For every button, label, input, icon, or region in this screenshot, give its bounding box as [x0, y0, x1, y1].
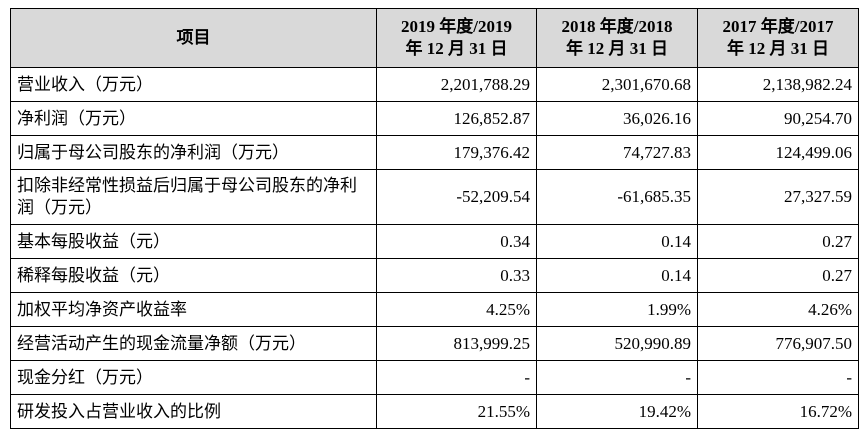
table-row: 研发投入占营业收入的比例 21.55% 19.42% 16.72% — [10, 394, 859, 429]
table-row: 净利润（万元） 126,852.87 36,026.16 90,254.70 — [10, 101, 859, 136]
row-label: 稀释每股收益（元） — [10, 258, 377, 293]
row-value: - — [376, 360, 537, 395]
row-value: - — [697, 360, 859, 395]
row-value: 90,254.70 — [697, 101, 859, 136]
row-value: - — [536, 360, 698, 395]
row-label: 现金分红（万元） — [10, 360, 377, 395]
row-label: 经营活动产生的现金流量净额（万元） — [10, 326, 377, 361]
row-value: 27,327.59 — [697, 169, 859, 225]
row-value: 36,026.16 — [536, 101, 698, 136]
row-label: 净利润（万元） — [10, 101, 377, 136]
row-value: 124,499.06 — [697, 135, 859, 170]
row-value: 520,990.89 — [536, 326, 698, 361]
financial-summary-table: 项目 2019 年度/2019 年 12 月 31 日 2018 年度/2018 年… — [10, 8, 859, 429]
row-value: 126,852.87 — [376, 101, 537, 136]
row-value: 19.42% — [536, 394, 698, 429]
table-row: 经营活动产生的现金流量净额（万元） 813,999.25 520,990.89 776… — [10, 326, 859, 361]
header-row: 项目 2019 年度/2019 年 12 月 31 日 2018 年度/2018 年… — [10, 8, 859, 68]
row-value: 74,727.83 — [536, 135, 698, 170]
table-row: 扣除非经常性损益后归属于母公司股东的净利润（万元） -52,209.54 -61,6… — [10, 169, 859, 225]
header-item: 项目 — [10, 8, 377, 68]
table-row: 基本每股收益（元） 0.34 0.14 0.27 — [10, 224, 859, 259]
row-value: 0.33 — [376, 258, 537, 293]
header-2019: 2019 年度/2019 年 12 月 31 日 — [376, 8, 537, 68]
header-text: 年 12 月 31 日 — [566, 39, 668, 58]
row-value: 776,907.50 — [697, 326, 859, 361]
row-value: 2,138,982.24 — [697, 67, 859, 102]
header-2017: 2017 年度/2017 年 12 月 31 日 — [697, 8, 859, 68]
header-text: 年 12 月 31 日 — [405, 39, 508, 58]
row-value: 21.55% — [376, 394, 537, 429]
table-row: 现金分红（万元） - - - — [10, 360, 859, 395]
row-value: 0.27 — [697, 224, 859, 259]
row-value: 1.99% — [536, 292, 698, 327]
header-text: 2019 年度/2019 — [401, 17, 512, 36]
row-value: 4.26% — [697, 292, 859, 327]
row-value: 0.14 — [536, 258, 698, 293]
row-label: 营业收入（万元） — [10, 67, 377, 102]
row-label: 加权平均净资产收益率 — [10, 292, 377, 327]
header-text: 2018 年度/2018 — [561, 17, 673, 36]
table-row: 营业收入（万元） 2,201,788.29 2,301,670.68 2,138,98… — [10, 67, 859, 102]
row-value: 4.25% — [376, 292, 537, 327]
table-row: 归属于母公司股东的净利润（万元） 179,376.42 74,727.83 124,4… — [10, 135, 859, 170]
row-value: 2,201,788.29 — [376, 67, 537, 102]
row-value: 0.14 — [536, 224, 698, 259]
header-2018: 2018 年度/2018 年 12 月 31 日 — [536, 8, 698, 68]
row-label: 研发投入占营业收入的比例 — [10, 394, 377, 429]
row-label: 扣除非经常性损益后归属于母公司股东的净利润（万元） — [10, 169, 377, 225]
header-text: 项目 — [176, 28, 211, 47]
row-value: 16.72% — [697, 394, 859, 429]
row-value: -52,209.54 — [376, 169, 537, 225]
header-text: 年 12 月 31 日 — [727, 39, 829, 58]
row-label: 基本每股收益（元） — [10, 224, 377, 259]
row-value: 2,301,670.68 — [536, 67, 698, 102]
table-row: 加权平均净资产收益率 4.25% 1.99% 4.26% — [10, 292, 859, 327]
row-label: 归属于母公司股东的净利润（万元） — [10, 135, 377, 170]
header-text: 2017 年度/2017 — [722, 17, 834, 36]
row-value: 0.34 — [376, 224, 537, 259]
row-value: 0.27 — [697, 258, 859, 293]
row-value: -61,685.35 — [536, 169, 698, 225]
row-value: 813,999.25 — [376, 326, 537, 361]
row-value: 179,376.42 — [376, 135, 537, 170]
table-row: 稀释每股收益（元） 0.33 0.14 0.27 — [10, 258, 859, 293]
